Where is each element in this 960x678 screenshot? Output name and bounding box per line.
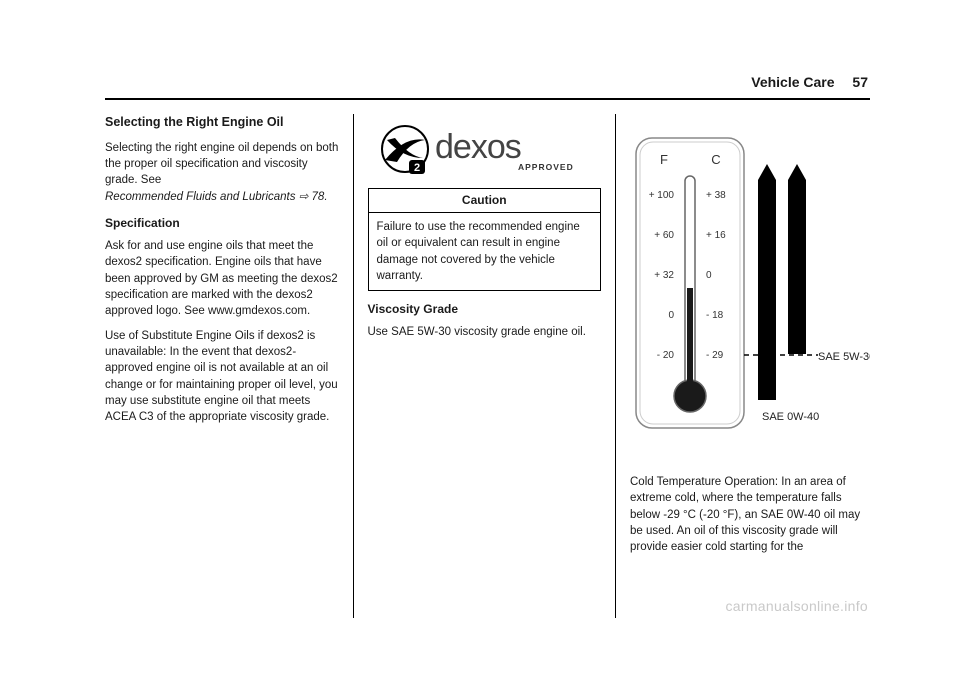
text: Selecting the right engine oil depends o… (105, 142, 338, 187)
thermo-f-val: - 20 (657, 350, 675, 361)
xref-page: ⇨ 78. (296, 191, 328, 203)
thermometer-diagram: F C + 100 + 38 + 60 + 16 + 32 0 0 (630, 128, 870, 438)
thermo-f-val: 0 (668, 310, 674, 321)
xref-fluids: Recommended Fluids and Lubricants (105, 191, 296, 203)
caution-title: Caution (369, 189, 601, 213)
page: Vehicle Care 57 Selecting the Right Engi… (0, 0, 960, 678)
oil-label-5w30: SAE 5W-30 (818, 351, 870, 363)
caution-box: Caution Failure to use the recommended e… (368, 188, 602, 291)
page-header: Vehicle Care 57 (751, 74, 868, 90)
dexos-approved-text: APPROVED (518, 162, 574, 172)
watermark: carmanualsonline.info (726, 598, 869, 614)
column-3: F C + 100 + 38 + 60 + 16 + 32 0 0 (616, 114, 870, 618)
heading-viscosity: Viscosity Grade (368, 301, 602, 318)
thermo-c-val: 0 (706, 270, 712, 281)
thermo-c-val: - 29 (706, 350, 724, 361)
dexos-text: dexos (435, 128, 521, 166)
column-2: 2 dexos APPROVED Caution Failure to use … (353, 114, 617, 618)
thermometer-svg: F C + 100 + 38 + 60 + 16 + 32 0 0 (630, 128, 870, 438)
thermo-c-val: - 18 (706, 310, 724, 321)
thermo-c-label: C (711, 152, 720, 167)
paragraph: Use of Substitute Engine Oils if dexos2 … (105, 328, 339, 426)
paragraph: Cold Temperature Operation: In an area o… (630, 474, 870, 556)
caution-body: Failure to use the recommended engine oi… (369, 213, 601, 290)
oil-label-0w40: SAE 0W-40 (762, 411, 819, 423)
thermo-c-val: + 38 (706, 190, 726, 201)
heading-specification: Specification (105, 215, 339, 232)
columns: Selecting the Right Engine Oil Selecting… (105, 114, 870, 618)
paragraph: Ask for and use engine oils that meet th… (105, 238, 339, 320)
paragraph: Selecting the right engine oil depends o… (105, 140, 339, 205)
thermo-f-val: + 32 (654, 270, 674, 281)
heading-selecting-oil: Selecting the Right Engine Oil (105, 114, 339, 132)
column-1: Selecting the Right Engine Oil Selecting… (105, 114, 353, 618)
thermo-f-val: + 60 (654, 230, 674, 241)
dexos-logo: 2 dexos APPROVED (368, 118, 602, 180)
page-number: 57 (852, 74, 868, 90)
thermo-c-val: + 16 (706, 230, 726, 241)
thermo-f-label: F (660, 152, 668, 167)
dexos-logo-svg: 2 dexos APPROVED (379, 118, 589, 180)
dexos-badge-number: 2 (414, 162, 420, 174)
thermo-f-val: + 100 (649, 190, 675, 201)
section-title: Vehicle Care (751, 74, 834, 90)
header-rule (105, 98, 870, 100)
paragraph: Use SAE 5W-30 viscosity grade engine oil… (368, 324, 602, 340)
